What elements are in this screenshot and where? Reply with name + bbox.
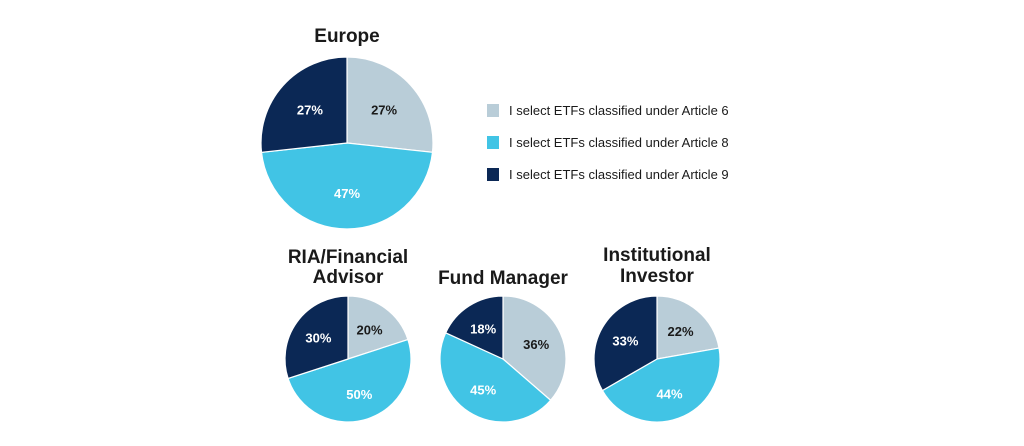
- pie-slice-article-8: [601, 347, 721, 423]
- pie-slice-article-6: [502, 295, 567, 402]
- pie-title: RIA/Financial: [288, 247, 408, 268]
- pie-slice-label: 36%: [523, 337, 549, 352]
- legend: I select ETFs classified under Article 6…: [487, 103, 729, 182]
- pie-slice-article-8: [439, 332, 552, 423]
- legend-label: I select ETFs classified under Article 8: [509, 135, 729, 150]
- pie-slice-article-9: [284, 295, 349, 380]
- pie-slice-article-9: [260, 56, 348, 154]
- pie-slice-label: 44%: [656, 386, 682, 401]
- pie-slice-label: 47%: [334, 186, 360, 201]
- pie-title: Investor: [620, 266, 695, 287]
- pie-slice-label: 20%: [356, 322, 382, 337]
- pie-title: Europe: [314, 26, 379, 47]
- pie-slice-label: 27%: [297, 103, 323, 118]
- legend-label: I select ETFs classified under Article 9: [509, 167, 729, 182]
- pie-slice-label: 50%: [346, 387, 372, 402]
- pie-slice-article-6: [347, 295, 409, 360]
- legend-label: I select ETFs classified under Article 6: [509, 103, 729, 118]
- pie-slice-label: 45%: [470, 383, 496, 398]
- pie-slice-label: 22%: [667, 324, 693, 339]
- pie-slice-article-9: [593, 295, 658, 392]
- pie-chart-fund-manager: Fund Manager 36% 45% 18%: [438, 268, 569, 423]
- legend-swatch: [487, 168, 499, 181]
- pie-slice-label: 27%: [371, 103, 397, 118]
- pie-slice-article-9: [444, 295, 504, 360]
- pie-slice-label: 30%: [305, 331, 331, 346]
- pie-slice-article-8: [287, 338, 412, 423]
- pie-slice-label: 33%: [612, 334, 638, 349]
- pie-title: Fund Manager: [438, 268, 568, 289]
- pie-title: Institutional: [603, 245, 711, 266]
- pie-slice-label: 18%: [470, 321, 496, 336]
- legend-swatch: [487, 104, 499, 117]
- pie-slice-article-6: [346, 56, 434, 154]
- pie-slice-article-8: [260, 142, 434, 230]
- pie-chart-europe: Europe 27% 47% 27%: [260, 26, 434, 230]
- legend-swatch: [487, 136, 499, 149]
- pie-title: Advisor: [313, 267, 384, 288]
- pie-slice-article-6: [656, 295, 720, 360]
